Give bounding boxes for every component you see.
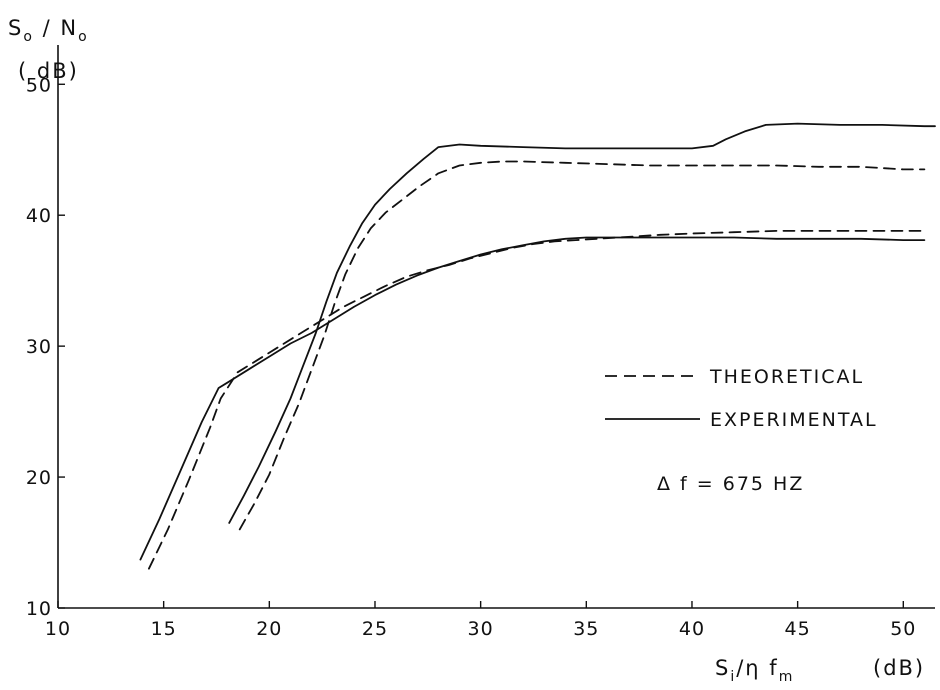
y-tick-label: 20 [26,467,52,489]
legend: THEORETICAL EXPERIMENTAL [605,366,878,431]
x-axis-title-rest: /η f [736,656,778,680]
delta-f-annotation: Δ f = 675 HZ [657,473,804,495]
x-axis-title-s-sub: i [730,669,736,685]
x-tick-label: 50 [890,618,916,640]
x-axis-title-rest-sub: m [779,669,795,685]
y-tick-label: 40 [26,205,52,227]
x-tick-label: 45 [785,618,811,640]
y-tick-label: 10 [26,598,52,620]
series-layer [139,122,936,570]
x-tick-label: 40 [679,618,705,640]
y-axis-title: So / No [8,16,89,45]
x-axis-unit: (dB) [873,656,925,680]
x-tick-label: 25 [362,618,388,640]
y-axis-unit: ( dB) [18,59,79,83]
x-tick-label: 10 [45,618,71,640]
x-tick-label: 20 [256,618,282,640]
y-axis-title-n-sub: o [78,29,89,45]
x-tick-label: 15 [151,618,177,640]
theoretical-curve-4 [238,160,926,531]
axes: 10 20 30 40 50 10 15 20 25 30 35 40 45 50 [26,45,935,640]
x-axis-title-s: S [715,656,730,680]
y-tick-label: 50 [26,74,52,96]
experimental-curve-3 [228,122,936,524]
y-tick-label: 30 [26,336,52,358]
x-tick-label: 30 [468,618,494,640]
legend-label-theoretical: THEORETICAL [709,366,864,388]
experimental-curve-1 [139,236,926,561]
y-axis-title-s: S [8,16,23,40]
x-tick-label: 35 [573,618,599,640]
legend-label-experimental: EXPERIMENTAL [710,409,878,431]
x-axis-title: Si/η fm [715,656,794,685]
theoretical-curve-2 [148,230,926,570]
y-axis-title-n: N [60,16,78,40]
y-axis-title-slash: / [34,16,60,40]
y-axis-title-s-sub: o [23,29,34,45]
